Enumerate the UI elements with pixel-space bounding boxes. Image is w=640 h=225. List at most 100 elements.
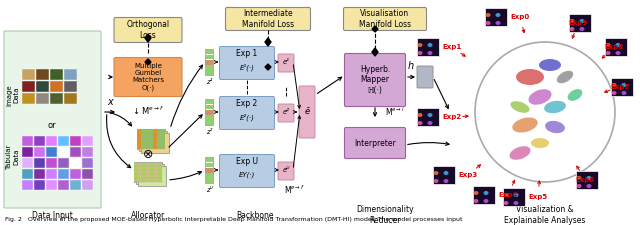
- Ellipse shape: [531, 138, 549, 148]
- Text: Visualization &
Explainable Analyses: Visualization & Explainable Analyses: [504, 205, 586, 225]
- FancyBboxPatch shape: [220, 97, 275, 130]
- Bar: [34, 147, 45, 157]
- Text: Intermediate
Manifold Loss: Intermediate Manifold Loss: [242, 9, 294, 29]
- Ellipse shape: [544, 101, 566, 113]
- Bar: [205, 158, 213, 162]
- Text: M$^{e\rightarrow f}$: M$^{e\rightarrow f}$: [284, 184, 305, 196]
- Circle shape: [475, 42, 615, 182]
- Text: Exp4: Exp4: [499, 192, 518, 198]
- Ellipse shape: [444, 171, 449, 175]
- Bar: [157, 130, 161, 149]
- Bar: [205, 110, 213, 115]
- Ellipse shape: [616, 51, 621, 55]
- FancyBboxPatch shape: [299, 86, 315, 138]
- Text: Exp8: Exp8: [604, 44, 623, 50]
- Bar: [205, 50, 213, 54]
- FancyBboxPatch shape: [136, 164, 164, 184]
- Ellipse shape: [483, 199, 488, 203]
- Ellipse shape: [433, 171, 438, 175]
- Polygon shape: [145, 34, 151, 42]
- Bar: [485, 8, 507, 26]
- Bar: [158, 163, 161, 182]
- Ellipse shape: [428, 43, 433, 47]
- Ellipse shape: [474, 199, 479, 203]
- Text: Dimensionality
Reducer: Dimensionality Reducer: [356, 205, 414, 225]
- Text: Interpreter: Interpreter: [354, 139, 396, 148]
- Bar: [149, 130, 152, 149]
- Bar: [205, 163, 213, 167]
- FancyBboxPatch shape: [141, 133, 169, 153]
- Bar: [22, 147, 33, 157]
- Text: z¹: z¹: [206, 79, 212, 85]
- Bar: [137, 130, 141, 149]
- Text: M$^{e\rightarrow i}$: M$^{e\rightarrow i}$: [385, 106, 405, 118]
- Text: Exp0: Exp0: [510, 14, 530, 20]
- Text: Exp5: Exp5: [529, 194, 548, 200]
- Bar: [46, 136, 57, 146]
- Ellipse shape: [577, 176, 582, 180]
- Bar: [145, 130, 148, 149]
- Ellipse shape: [428, 113, 433, 117]
- Bar: [50, 93, 63, 104]
- FancyBboxPatch shape: [4, 31, 101, 208]
- Bar: [205, 120, 213, 125]
- FancyBboxPatch shape: [114, 18, 182, 43]
- FancyBboxPatch shape: [137, 129, 165, 149]
- Text: Exp3: Exp3: [458, 172, 477, 178]
- Ellipse shape: [579, 19, 584, 23]
- Ellipse shape: [428, 121, 433, 125]
- Bar: [58, 180, 69, 190]
- Bar: [22, 69, 35, 80]
- Text: Exp7: Exp7: [611, 84, 630, 90]
- Bar: [205, 105, 213, 109]
- Text: Orthogonal
Loss: Orthogonal Loss: [127, 20, 170, 40]
- Text: Exp2: Exp2: [442, 114, 461, 120]
- Bar: [22, 180, 33, 190]
- Bar: [22, 136, 33, 146]
- Bar: [417, 108, 439, 126]
- FancyBboxPatch shape: [138, 166, 166, 186]
- Bar: [58, 147, 69, 157]
- Text: Allocator: Allocator: [131, 211, 165, 220]
- Ellipse shape: [513, 193, 518, 197]
- Polygon shape: [265, 38, 271, 46]
- Bar: [82, 169, 93, 179]
- Bar: [64, 93, 77, 104]
- Ellipse shape: [433, 179, 438, 183]
- Ellipse shape: [417, 43, 422, 47]
- Ellipse shape: [483, 191, 488, 195]
- Bar: [22, 81, 35, 92]
- Text: or: or: [48, 121, 56, 130]
- Polygon shape: [372, 48, 378, 56]
- Ellipse shape: [545, 121, 565, 133]
- Text: E²(·): E²(·): [239, 113, 255, 121]
- Bar: [205, 65, 213, 70]
- Text: eᵁ: eᵁ: [282, 167, 290, 173]
- Ellipse shape: [579, 27, 584, 31]
- Ellipse shape: [586, 176, 591, 180]
- Ellipse shape: [621, 83, 627, 87]
- Bar: [22, 158, 33, 168]
- Text: Hyperb.
Mapper
ℍ(·): Hyperb. Mapper ℍ(·): [360, 65, 390, 95]
- Text: zᵁ: zᵁ: [205, 187, 212, 193]
- Ellipse shape: [495, 21, 500, 25]
- Text: Exp 2: Exp 2: [236, 99, 258, 108]
- Bar: [36, 81, 49, 92]
- Bar: [205, 157, 213, 183]
- Bar: [205, 60, 213, 65]
- Bar: [34, 180, 45, 190]
- Bar: [82, 158, 93, 168]
- Ellipse shape: [495, 13, 500, 17]
- Bar: [34, 158, 45, 168]
- Bar: [205, 55, 213, 59]
- Bar: [70, 136, 81, 146]
- Bar: [154, 163, 157, 182]
- FancyBboxPatch shape: [344, 7, 426, 31]
- Bar: [34, 169, 45, 179]
- Bar: [205, 70, 213, 75]
- Ellipse shape: [417, 113, 422, 117]
- Bar: [82, 147, 93, 157]
- Ellipse shape: [616, 43, 621, 47]
- Text: z²: z²: [206, 129, 212, 135]
- Ellipse shape: [611, 83, 616, 87]
